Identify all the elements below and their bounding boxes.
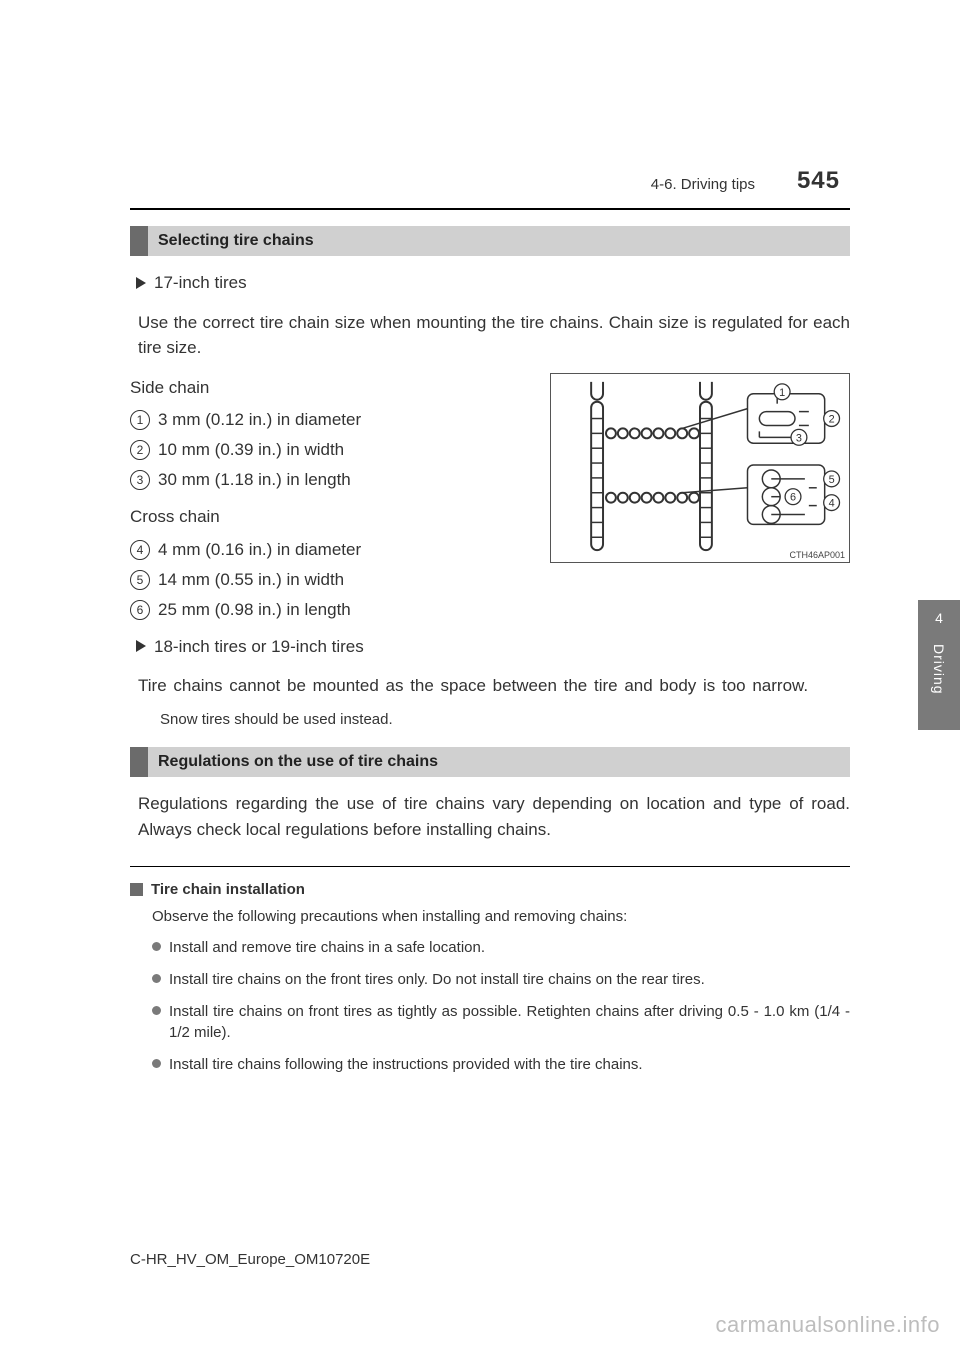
install-bullet-2: Install tire chains on the front tires o… (152, 969, 850, 991)
bullet-text: Install tire chains on front tires as ti… (169, 1001, 850, 1045)
dot-bullet-icon (152, 1059, 161, 1068)
spec-text: 14 mm (0.55 in.) in width (158, 570, 344, 590)
dot-bullet-icon (152, 942, 161, 951)
installation-intro: Observe the following precautions when i… (152, 906, 850, 927)
chapter-name: Driving (931, 644, 947, 695)
callout-number-icon: 3 (130, 470, 150, 490)
page-number: 545 (797, 167, 840, 195)
document-id: C-HR_HV_OM_Europe_OM10720E (130, 1251, 370, 1268)
tire-chain-diagram: 1 2 3 5 4 6 CTH46AP001 (550, 373, 850, 563)
subsection-heading-installation: Tire chain installation (130, 881, 850, 898)
variant-17in-label: 17-inch tires (154, 270, 247, 296)
svg-text:6: 6 (790, 491, 796, 503)
spec-text: 10 mm (0.39 in.) in width (158, 440, 344, 460)
svg-text:5: 5 (829, 473, 835, 485)
page-content: 4-6. Driving tips 545 Selecting tire cha… (130, 170, 850, 1076)
install-bullet-3: Install tire chains on front tires as ti… (152, 1001, 850, 1045)
chapter-side-tab: 4 Driving (918, 600, 960, 730)
section-heading-regulations: Regulations on the use of tire chains (130, 747, 850, 777)
install-bullet-1: Install and remove tire chains in a safe… (152, 937, 850, 959)
svg-text:1: 1 (779, 386, 785, 398)
spec-text: 4 mm (0.16 in.) in diameter (158, 540, 361, 560)
svg-text:3: 3 (796, 432, 802, 444)
watermark: carmanualsonline.info (715, 1312, 940, 1338)
heading-accent-bar (130, 747, 148, 777)
square-bullet-icon (130, 883, 143, 896)
section-heading-selecting: Selecting tire chains (130, 226, 850, 256)
callout-number-icon: 4 (130, 540, 150, 560)
diagram-column: 1 2 3 5 4 6 CTH46AP001 (550, 373, 850, 563)
specs-column: Side chain 1 3 mm (0.12 in.) in diameter… (130, 373, 536, 620)
bullet-text: Install tire chains on the front tires o… (169, 969, 705, 991)
bullet-text: Install tire chains following the instru… (169, 1054, 643, 1076)
heading-accent-bar (130, 226, 148, 256)
dot-bullet-icon (152, 1006, 161, 1015)
spec-side-2: 2 10 mm (0.39 in.) in width (130, 440, 536, 460)
spec-cross-4: 4 4 mm (0.16 in.) in diameter (130, 540, 536, 560)
side-chain-label: Side chain (130, 375, 536, 401)
svg-text:2: 2 (829, 413, 835, 425)
variant-18-19in-label: 18-inch tires or 19-inch tires (154, 634, 364, 660)
chapter-number: 4 (935, 610, 943, 626)
diagram-svg: 1 2 3 5 4 6 (551, 374, 849, 562)
spec-text: 30 mm (1.18 in.) in length (158, 470, 351, 490)
variant-17in-row: 17-inch tires (136, 270, 850, 296)
spec-text: 3 mm (0.12 in.) in diameter (158, 410, 361, 430)
spec-text: 25 mm (0.98 in.) in length (158, 600, 351, 620)
svg-text:4: 4 (829, 497, 835, 509)
section-path: 4-6. Driving tips (651, 176, 755, 193)
intro-paragraph: Use the correct tire chain size when mou… (138, 310, 850, 361)
bullet-text: Install and remove tire chains in a safe… (169, 937, 485, 959)
heading-label: Selecting tire chains (148, 226, 850, 256)
dot-bullet-icon (152, 974, 161, 983)
diagram-code: CTH46AP001 (789, 550, 845, 560)
triangle-bullet-icon (136, 277, 146, 289)
variant-b-body: Tire chains cannot be mounted as the spa… (138, 673, 850, 699)
variant-b-note: Snow tires should be used instead. (160, 709, 850, 732)
callout-number-icon: 1 (130, 410, 150, 430)
spec-side-3: 3 30 mm (1.18 in.) in length (130, 470, 536, 490)
callout-number-icon: 2 (130, 440, 150, 460)
cross-chain-label: Cross chain (130, 504, 536, 530)
divider (130, 866, 850, 867)
triangle-bullet-icon (136, 640, 146, 652)
heading-label: Regulations on the use of tire chains (148, 747, 850, 777)
variant-18-19in-row: 18-inch tires or 19-inch tires (136, 634, 850, 660)
spec-cross-6: 6 25 mm (0.98 in.) in length (130, 600, 536, 620)
install-bullet-4: Install tire chains following the instru… (152, 1054, 850, 1076)
spec-cross-5: 5 14 mm (0.55 in.) in width (130, 570, 536, 590)
page-header: 4-6. Driving tips 545 (130, 170, 850, 210)
callout-number-icon: 6 (130, 600, 150, 620)
spec-side-1: 1 3 mm (0.12 in.) in diameter (130, 410, 536, 430)
callout-number-icon: 5 (130, 570, 150, 590)
regulations-body: Regulations regarding the use of tire ch… (138, 791, 850, 842)
subsection-heading-label: Tire chain installation (151, 881, 305, 898)
specs-and-diagram: Side chain 1 3 mm (0.12 in.) in diameter… (130, 373, 850, 620)
